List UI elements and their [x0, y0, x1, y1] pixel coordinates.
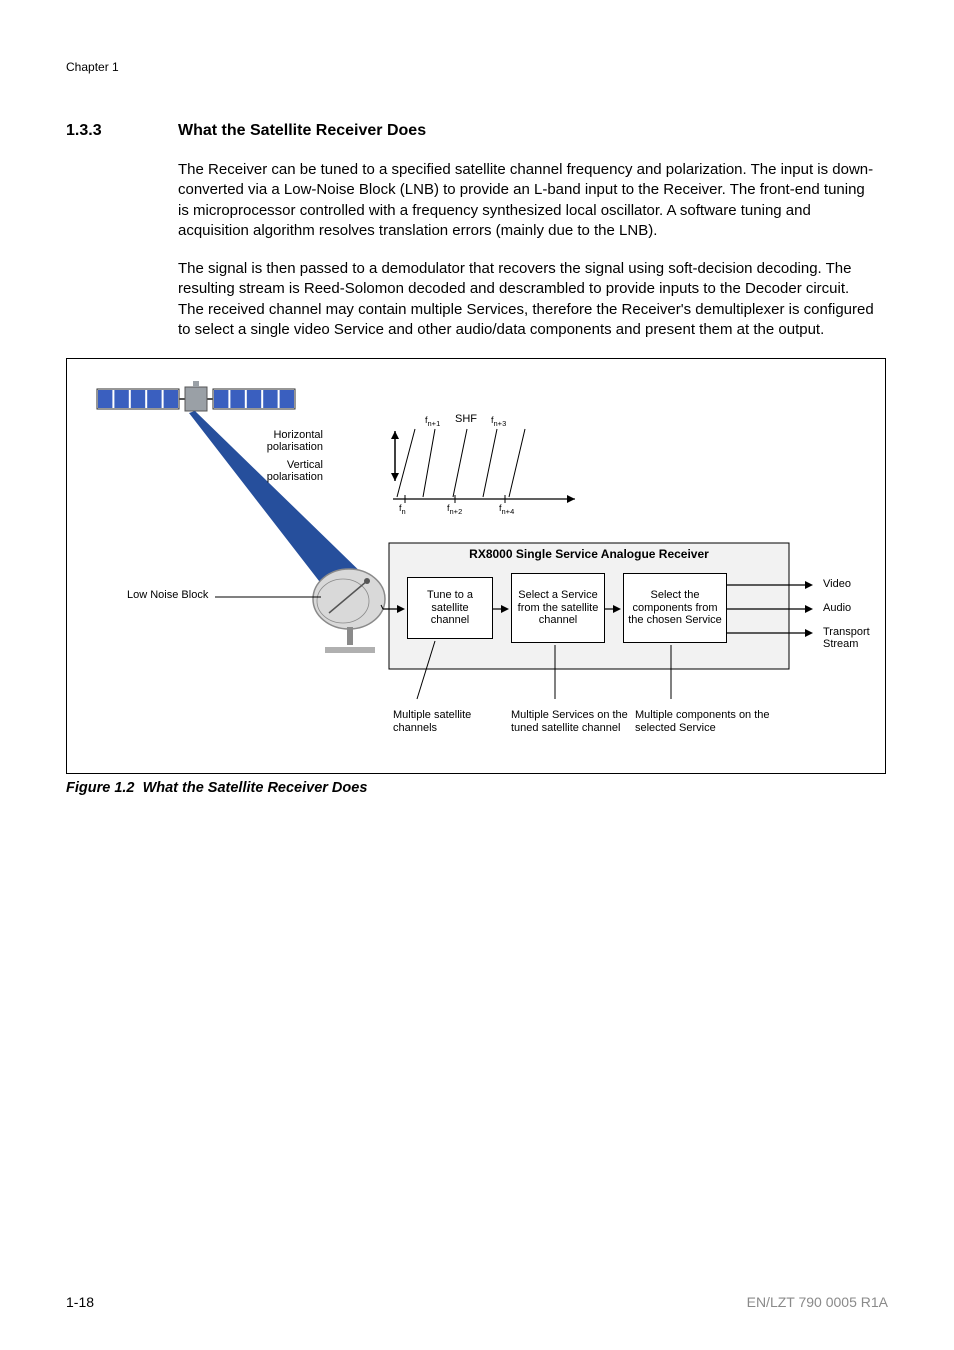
chapter-label: Chapter 1: [66, 60, 888, 74]
note-1: Multiple satellite channels: [393, 709, 493, 735]
shf-label: SHF: [455, 413, 477, 425]
proc-box-tune: Tune to a satellite channel: [407, 577, 493, 639]
hpol-label: Horizontal polarisation: [243, 429, 323, 453]
fn1-label: fn+1: [425, 415, 440, 428]
fn4-label: fn+4: [499, 503, 514, 516]
fn-label: fn: [399, 503, 406, 516]
paragraph-1: The Receiver can be tuned to a specified…: [178, 160, 878, 241]
rx-title: RX8000 Single Service Analogue Receiver: [389, 547, 789, 561]
doc-reference: EN/LZT 790 0005 R1A: [747, 1294, 888, 1310]
note-2: Multiple Services on the tuned satellite…: [511, 709, 641, 735]
out-video-label: Video: [823, 578, 851, 590]
lnb-label: Low Noise Block: [127, 589, 208, 601]
proc-box-select-service: Select a Service from the satellite chan…: [511, 573, 605, 643]
out-ts-label: Transport Stream: [823, 626, 885, 650]
out-audio-label: Audio: [823, 602, 851, 614]
paragraph-2: The signal is then passed to a demodulat…: [178, 259, 878, 340]
figure-caption: Figure 1.2 What the Satellite Receiver D…: [66, 780, 888, 796]
page-number: 1-18: [66, 1294, 94, 1310]
section-number: 1.3.3: [66, 122, 178, 140]
fn3-label: fn+3: [491, 415, 506, 428]
section-title: What the Satellite Receiver Does: [178, 122, 426, 140]
fn2-label: fn+2: [447, 503, 462, 516]
vpol-label: Vertical polarisation: [243, 459, 323, 483]
proc-box-select-components: Select the components from the chosen Se…: [623, 573, 727, 643]
figure-1-2: SHF fn+1 fn+3 Horizontal polarisation Ve…: [66, 358, 886, 774]
note-3: Multiple components on the selected Serv…: [635, 709, 785, 735]
